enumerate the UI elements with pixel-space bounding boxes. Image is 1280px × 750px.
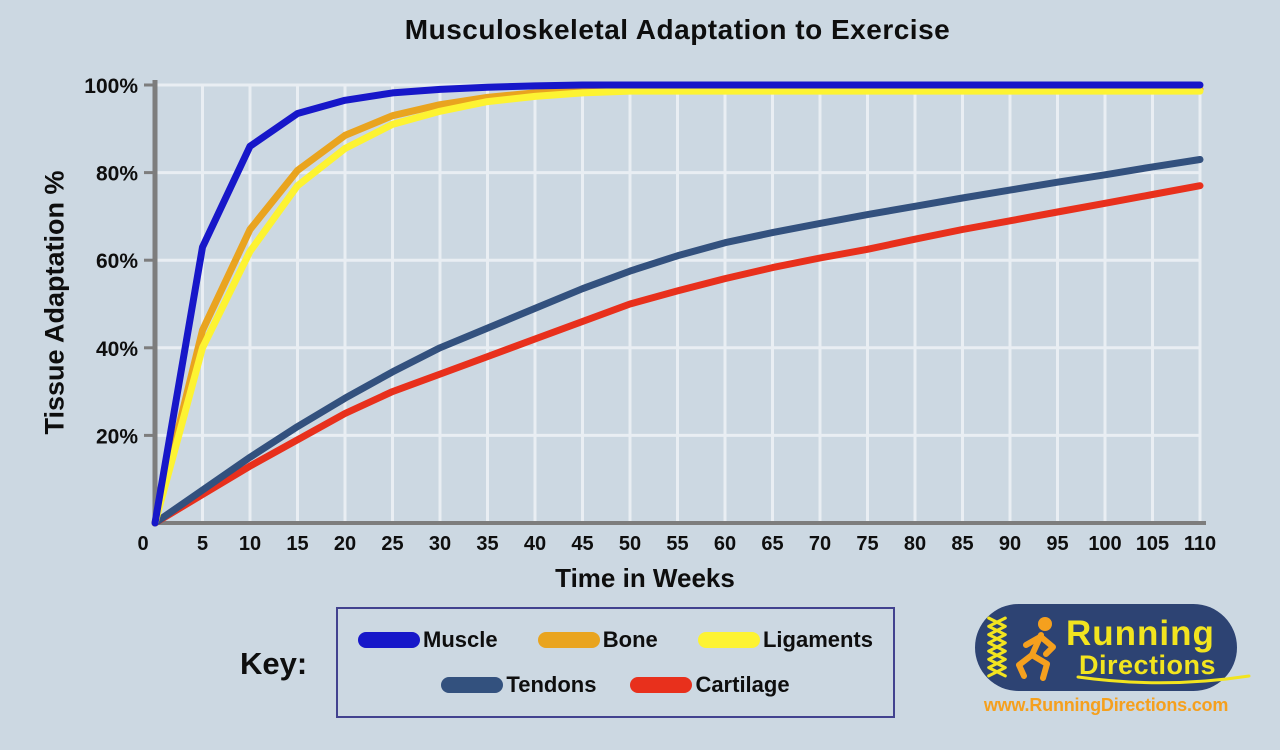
x-tick-label: 55 <box>666 533 688 555</box>
runner-icon <box>1016 616 1056 681</box>
legend-label-cartilage: Cartilage <box>695 672 790 698</box>
adaptation-line-chart: 20% 40% 60% 80% 100% 0 5 10 15 20 25 30 35 40 45 50 55 60… <box>84 75 1216 555</box>
dna-icon <box>987 616 1007 677</box>
series-line-ligaments <box>151 87 1204 527</box>
x-tick-label: 95 <box>1046 533 1068 555</box>
legend-item-cartilage: Cartilage <box>630 672 790 698</box>
brand-name-line2: Directions <box>1079 650 1217 680</box>
chart-title: Musculoskeletal Adaptation to Exercise <box>404 14 951 45</box>
x-tick-label: 15 <box>286 533 308 555</box>
x-tick-label: 105 <box>1136 533 1169 555</box>
running-directions-logo: Running Directions <box>975 604 1251 691</box>
x-tick-label: 40 <box>524 533 546 555</box>
y-tick-label: 100% <box>84 75 138 98</box>
series-line-cartilage <box>151 182 1204 527</box>
x-tick-label: 30 <box>429 533 451 555</box>
series-line-muscle <box>151 81 1204 527</box>
x-tick-label: 110 <box>1184 533 1216 555</box>
x-tick-label: 80 <box>904 533 926 555</box>
bone-swatch-icon <box>537 631 600 648</box>
y-tick-label: 80% <box>96 163 138 186</box>
legend-label-muscle: Muscle <box>423 626 498 652</box>
x-tick-label: 45 <box>571 533 593 555</box>
x-tick-label: 25 <box>381 533 403 555</box>
legend-label-bone: Bone <box>602 626 658 652</box>
x-tick-label: 90 <box>999 533 1021 555</box>
x-tick-label: 5 <box>197 533 208 555</box>
x-tick-label: 100 <box>1088 533 1121 555</box>
brand-url: www.RunningDirections.com <box>983 695 1229 715</box>
muscle-swatch-icon <box>358 631 420 648</box>
cartilage-swatch-icon <box>630 677 693 694</box>
x-tick-label: 75 <box>856 533 878 555</box>
legend-item-muscle: Muscle <box>358 627 498 653</box>
x-tick-label: 85 <box>951 533 973 555</box>
series-line-tendons <box>151 156 1204 527</box>
legend-row-2: Tendons Cartilage <box>358 672 873 698</box>
x-tick-label: 20 <box>334 533 356 555</box>
x-tick-label: 65 <box>761 533 783 555</box>
x-tick-label: 10 <box>239 533 261 555</box>
y-tick-label: 60% <box>96 250 138 273</box>
y-tick-label: 20% <box>96 425 138 448</box>
x-tick-label: 60 <box>714 533 736 555</box>
legend-item-ligaments: Ligaments <box>697 626 873 653</box>
ligaments-swatch-icon <box>697 631 760 648</box>
x-tick-label: 35 <box>476 533 498 555</box>
x-tick-label: 50 <box>619 533 641 555</box>
y-tick-label: 40% <box>96 338 138 361</box>
legend-item-bone: Bone <box>537 626 658 653</box>
brand-name-line1: Running <box>1066 614 1215 653</box>
legend-item-tendons: Tendons <box>441 672 596 698</box>
origin-label: 0 <box>137 533 148 555</box>
x-tick-label: 70 <box>809 533 831 555</box>
brand-underline-swoosh-icon <box>1076 674 1251 685</box>
key-label: Key: <box>240 646 308 681</box>
legend-box: Muscle Bone Ligaments Tendons Cartilage <box>336 607 895 718</box>
legend-row-1: Muscle Bone Ligaments <box>358 627 873 653</box>
tendons-swatch-icon <box>441 677 504 694</box>
legend-label-tendons: Tendons <box>506 672 597 698</box>
legend-label-ligaments: Ligaments <box>762 626 873 652</box>
x-axis-title: Time in Weeks <box>555 563 735 593</box>
brand-text: Running Directions <box>1066 614 1251 685</box>
